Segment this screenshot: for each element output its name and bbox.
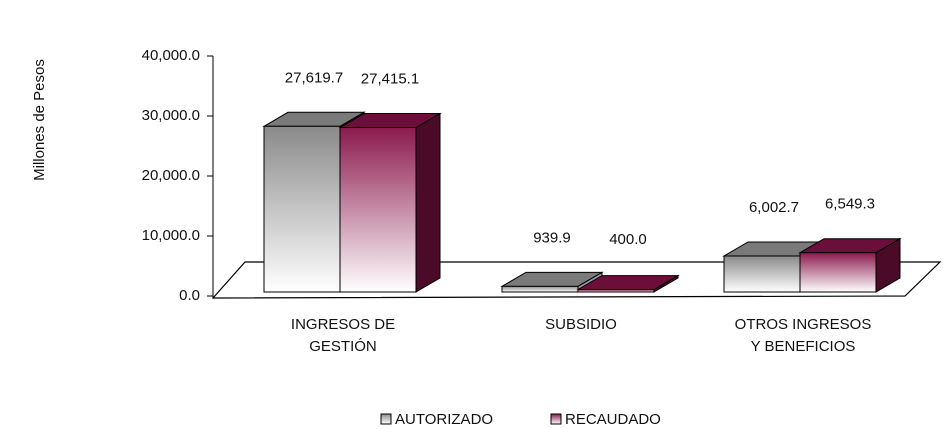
bar-side <box>415 112 441 293</box>
y-tick-label: 40,000.0 <box>142 47 200 64</box>
x-tick-label: INGRESOS DE GESTIÓN <box>290 316 396 355</box>
value-label: 939.9 <box>533 229 571 246</box>
value-label: 6,002.7 <box>749 199 799 216</box>
value-label: 6,549.3 <box>825 196 875 213</box>
bar <box>501 285 579 293</box>
x-tick-label: OTROS INGRESOS Y BENEFICIOS <box>734 316 872 355</box>
legend-label: RECAUDADO <box>565 411 661 428</box>
value-label: 400.0 <box>609 231 647 248</box>
legend-label: AUTORIZADO <box>395 411 493 428</box>
y-tick-label: 30,000.0 <box>142 107 200 124</box>
y-tick-label: 0.0 <box>179 287 200 304</box>
y-tick-label: 20,000.0 <box>142 167 200 184</box>
legend-swatch <box>380 413 392 425</box>
bar <box>263 125 341 293</box>
value-label: 27,415.1 <box>361 70 419 87</box>
y-tick-label: 10,000.0 <box>142 227 200 244</box>
bar <box>799 252 877 293</box>
bar <box>723 255 801 293</box>
x-tick-label: SUBSIDIO <box>545 316 617 333</box>
bar <box>339 127 417 293</box>
value-label: 27,619.7 <box>285 69 343 86</box>
bar <box>577 289 655 293</box>
legend-swatch <box>550 413 562 425</box>
y-axis-label: Millones de Pesos <box>31 59 48 181</box>
